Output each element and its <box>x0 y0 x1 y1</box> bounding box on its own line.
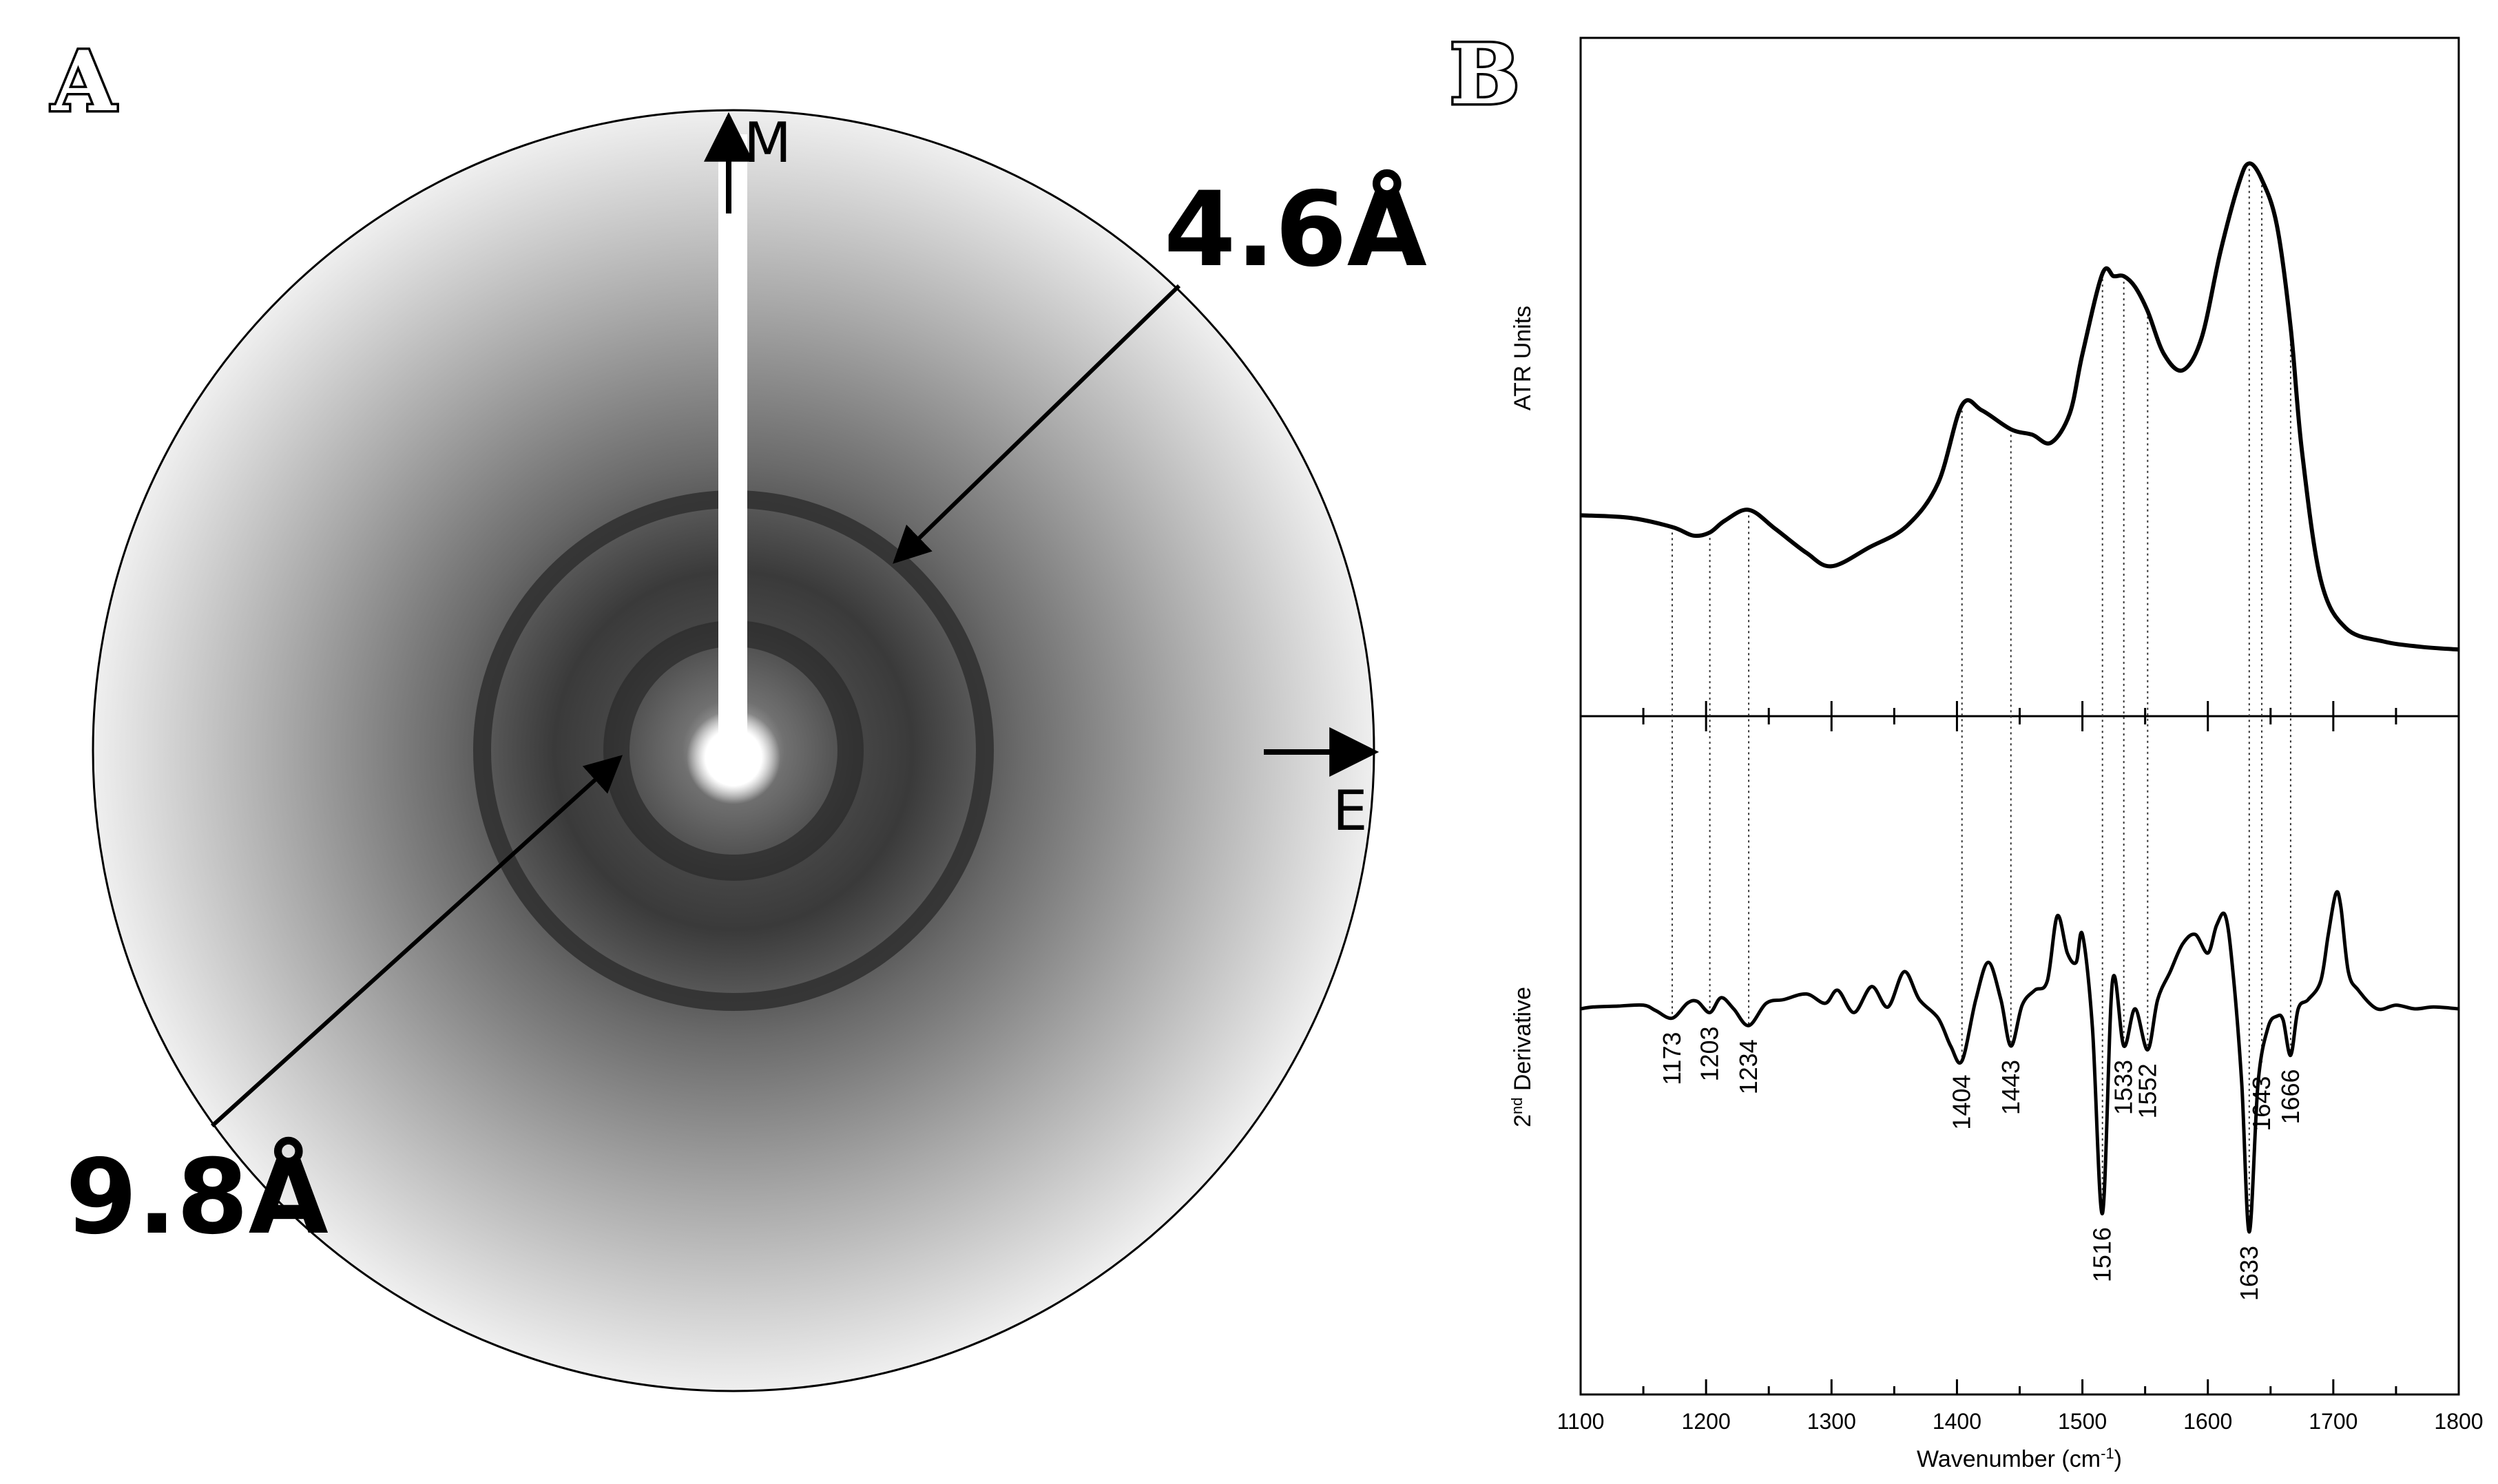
x-tick-label: 1400 <box>1933 1409 1981 1434</box>
peak-label: 1533 <box>2110 1060 2138 1115</box>
upper-y-axis-label: ATR Units <box>1510 306 1536 410</box>
x-tick-label: 1300 <box>1807 1409 1856 1434</box>
x-tick-label: 1700 <box>2309 1409 2358 1434</box>
peak-label: 1633 <box>2235 1246 2263 1301</box>
peak-label: 1404 <box>1948 1075 1976 1130</box>
peak-label: 1234 <box>1734 1039 1762 1094</box>
x-tick-label: 1100 <box>1557 1409 1605 1434</box>
peak-label: 1516 <box>2088 1227 2116 1282</box>
series-atr-line <box>1580 161 2459 652</box>
arrow-9-8-angstrom <box>210 755 623 1128</box>
x-axis-ticks <box>1579 701 2460 1394</box>
x-axis-label: Wavenumber (cm-1) <box>1917 1445 2122 1473</box>
panel-a-letter: A <box>51 33 117 130</box>
panel-a-diffraction: A M E 4.6Å 9.8Å <box>49 31 1427 1392</box>
panel-b-ftir: B 1100 1200 1300 1400 1500 1600 1700 1800 1173 1… <box>1448 24 2484 1473</box>
x-tick-label: 1500 <box>2058 1409 2107 1434</box>
lower-y-axis-label: 2nd Derivative <box>1508 987 1537 1127</box>
label-4-6-angstrom: 4.6Å <box>1164 169 1427 290</box>
peak-label: 1173 <box>1658 1032 1686 1085</box>
beam-center <box>687 711 780 804</box>
beamstop <box>718 134 747 740</box>
x-tick-label: 1600 <box>2183 1409 2232 1434</box>
peak-label: 1666 <box>2276 1069 2304 1125</box>
series-second-derivative-line <box>1580 890 2459 1234</box>
x-tick-label: 1800 <box>2434 1409 2483 1434</box>
label-9-8-angstrom: 9.8Å <box>65 1136 329 1257</box>
meridian-label: M <box>744 111 791 175</box>
x-tick-label: 1200 <box>1682 1409 1731 1434</box>
peak-label: 1443 <box>1997 1060 2025 1115</box>
upper-plot-frame <box>1579 36 2460 718</box>
arrow-4-6-angstrom <box>893 284 1181 564</box>
peak-label: 1643 <box>2247 1076 2276 1131</box>
panel-b-letter: B <box>1450 26 1519 123</box>
equator-label: E <box>1333 779 1368 843</box>
peak-guide-lines <box>1671 163 2291 1232</box>
x-axis-tick-labels: 1100 1200 1300 1400 1500 1600 1700 1800 <box>1557 1409 2484 1434</box>
peak-label: 1552 <box>2133 1063 2161 1118</box>
peak-label: 1203 <box>1696 1026 1724 1081</box>
